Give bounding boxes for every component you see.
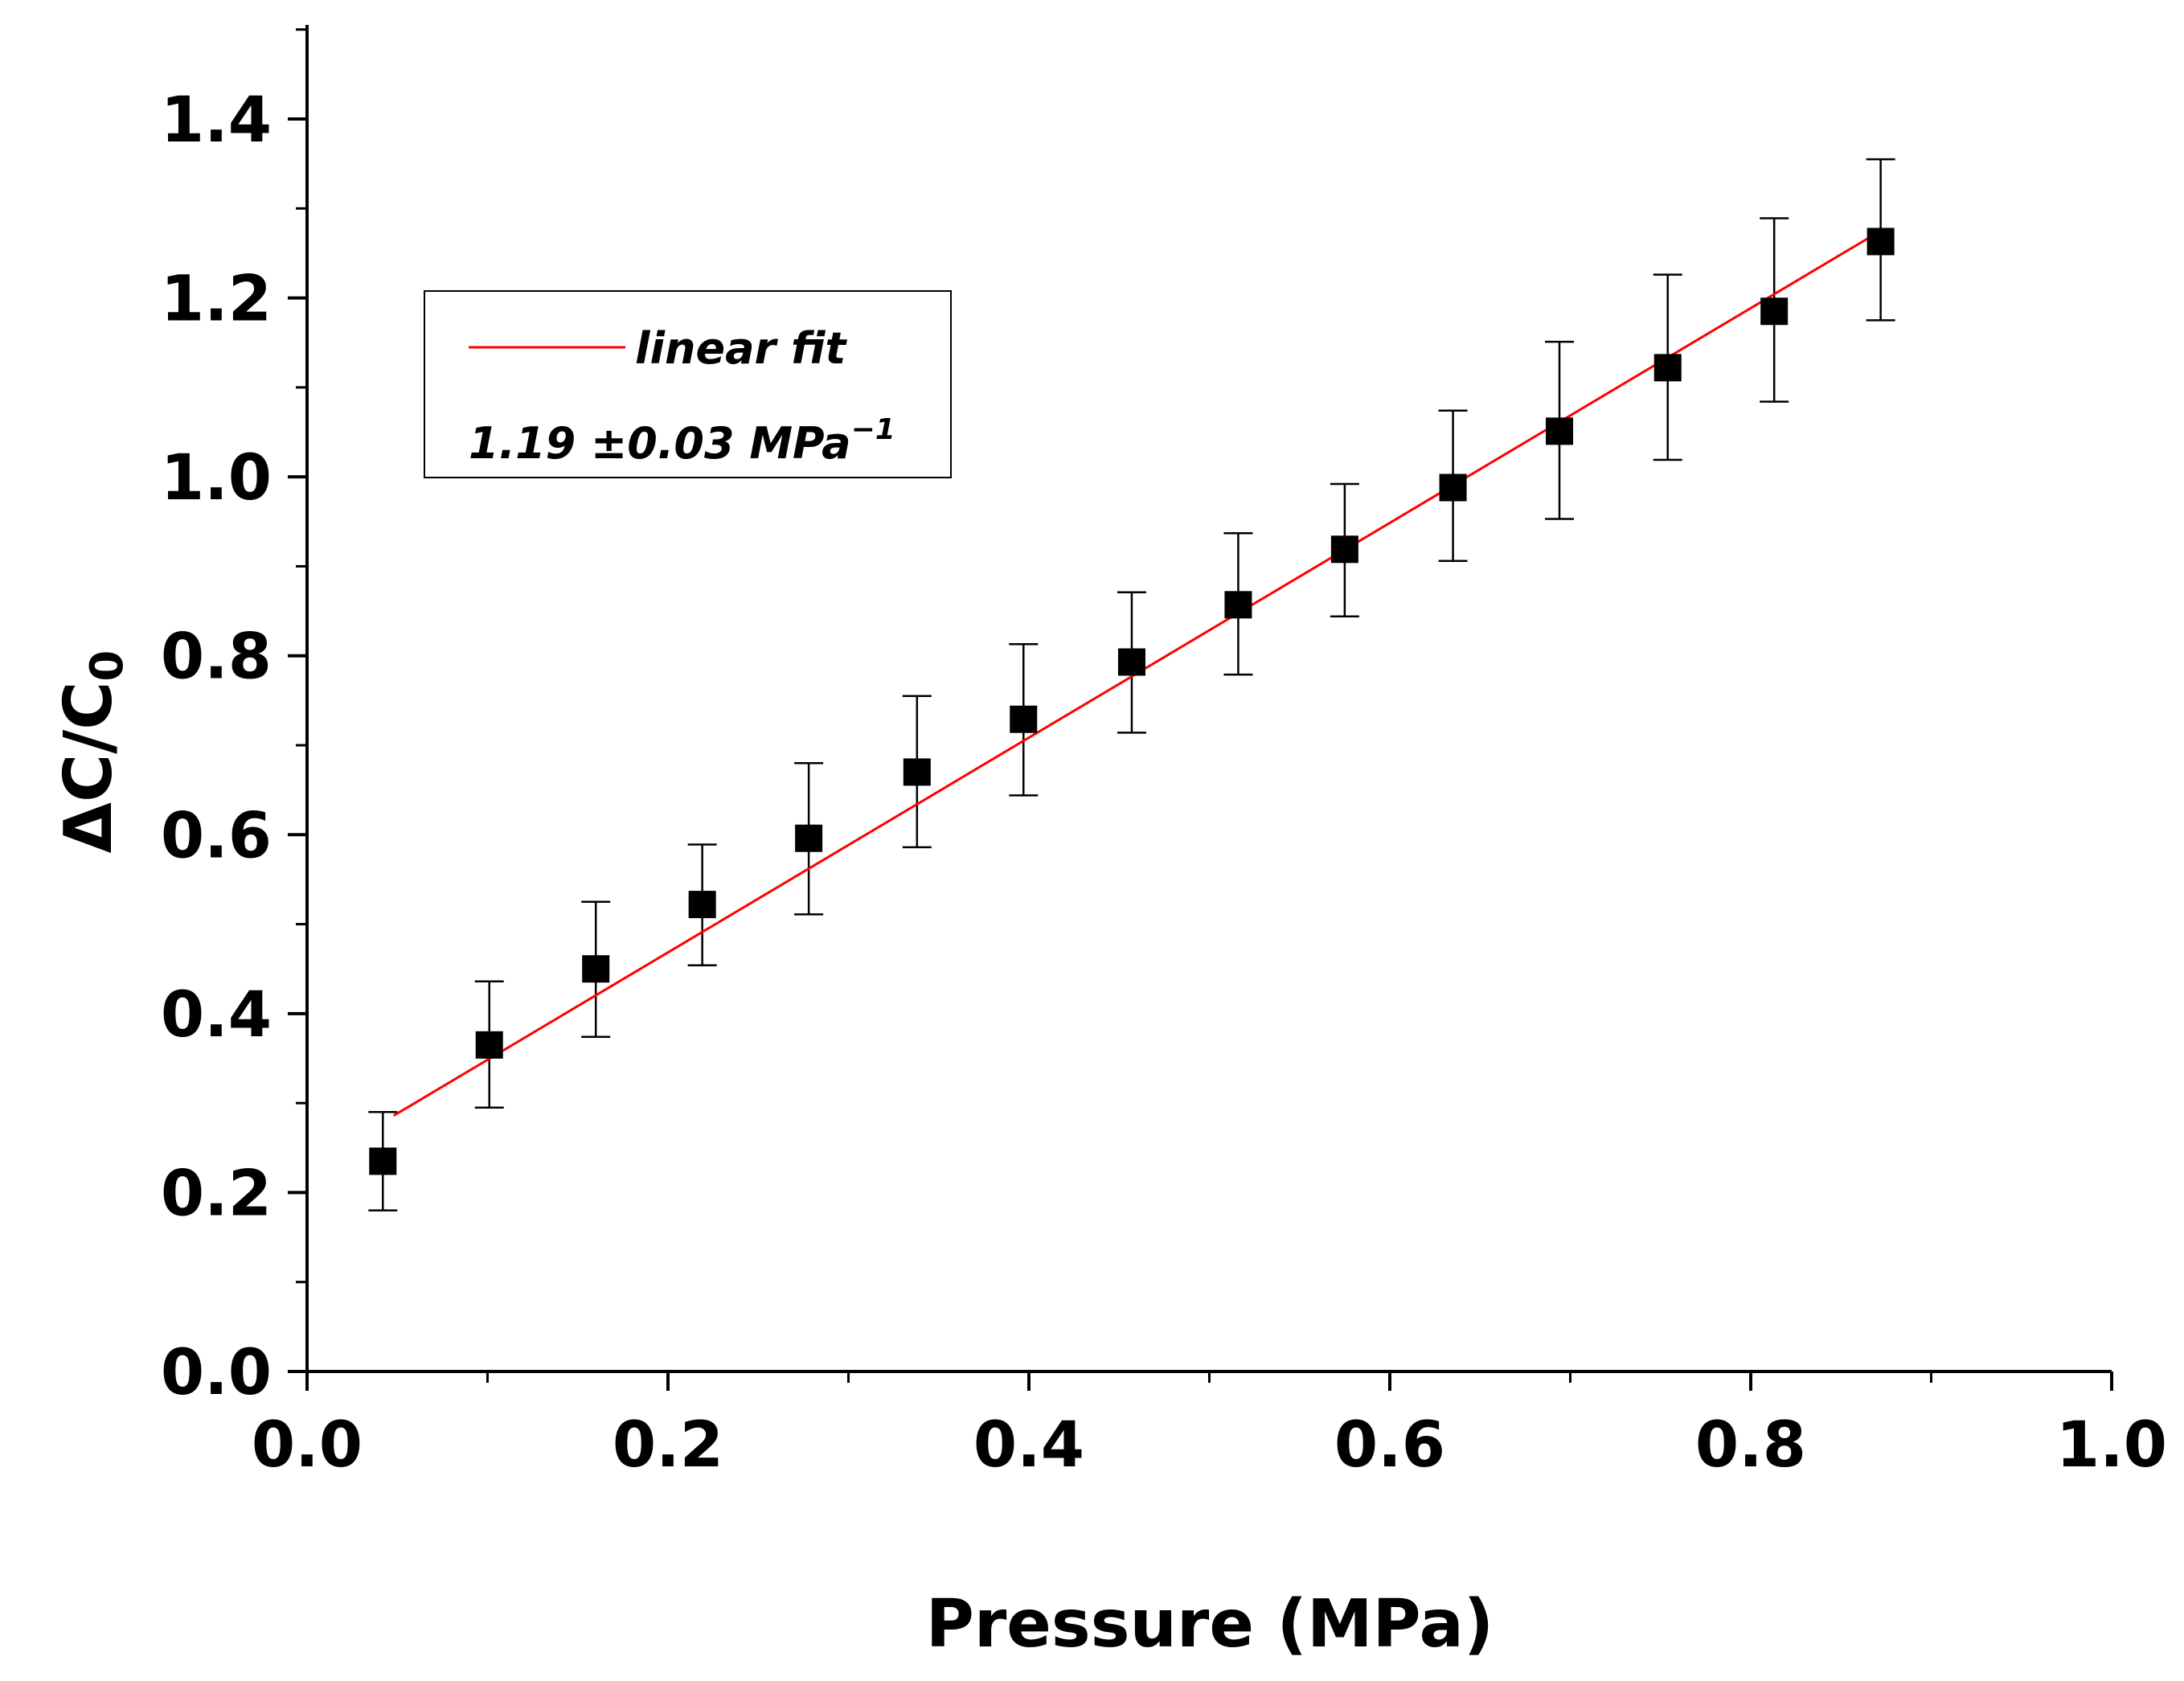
data-point <box>795 824 823 852</box>
data-point <box>1224 591 1252 619</box>
y-axis-title-main: ΔC/C <box>51 682 127 854</box>
y-tick-label: 0.2 <box>161 1158 272 1230</box>
data-point <box>688 891 716 919</box>
x-tick-label: 0.6 <box>1334 1409 1445 1482</box>
x-tick-labels: 0.0 0.2 0.4 0.6 0.8 1.0 <box>252 1409 2167 1482</box>
data-point <box>582 955 610 983</box>
minor-ticks <box>296 28 1932 1383</box>
y-tick-label: 0.4 <box>161 979 272 1052</box>
data-point <box>1117 648 1145 676</box>
x-tick-label: 0.2 <box>613 1409 723 1482</box>
y-tick-labels: 0.0 0.2 0.4 0.6 0.8 1.0 1.2 1.4 <box>161 84 272 1409</box>
legend: linear fit 1.19 ±0.03 MPa−1 <box>424 290 952 478</box>
legend-box <box>424 290 952 478</box>
y-tick-label: 0.8 <box>161 621 272 694</box>
data-point <box>369 1147 397 1175</box>
x-axis-title: Pressure (MPa) <box>926 1586 1494 1663</box>
legend-annotation-superscript: −1 <box>851 413 895 446</box>
data-point <box>903 758 931 786</box>
data-point <box>475 1031 503 1059</box>
data-point <box>1866 228 1895 256</box>
x-tick-label: 1.0 <box>2056 1409 2167 1482</box>
data-point <box>1546 417 1574 445</box>
data-point <box>1330 535 1358 564</box>
x-tick-label: 0.4 <box>973 1409 1084 1482</box>
y-tick-label: 0.0 <box>161 1337 272 1409</box>
y-tick-label: 1.4 <box>161 84 272 157</box>
data-point <box>1653 354 1682 382</box>
x-tick-label: 0.0 <box>252 1409 363 1482</box>
data-point <box>1760 297 1789 326</box>
y-tick-label: 1.2 <box>161 264 272 336</box>
y-tick-label: 1.0 <box>161 442 272 515</box>
data-points <box>369 228 1895 1175</box>
y-axis-title: ΔC/C0 <box>51 650 133 854</box>
legend-label-linear-fit: linear fit <box>635 323 847 374</box>
legend-annotation: 1.19 ±0.03 MPa−1 <box>469 413 895 469</box>
x-tick-label: 0.8 <box>1695 1409 1806 1482</box>
data-point <box>1439 474 1467 502</box>
data-point <box>1010 705 1038 733</box>
major-ticks <box>288 117 2113 1391</box>
y-axis-title-subscript: 0 <box>81 650 133 682</box>
legend-annotation-main: 1.19 ±0.03 MPa <box>469 418 851 469</box>
y-tick-label: 0.6 <box>161 800 272 872</box>
